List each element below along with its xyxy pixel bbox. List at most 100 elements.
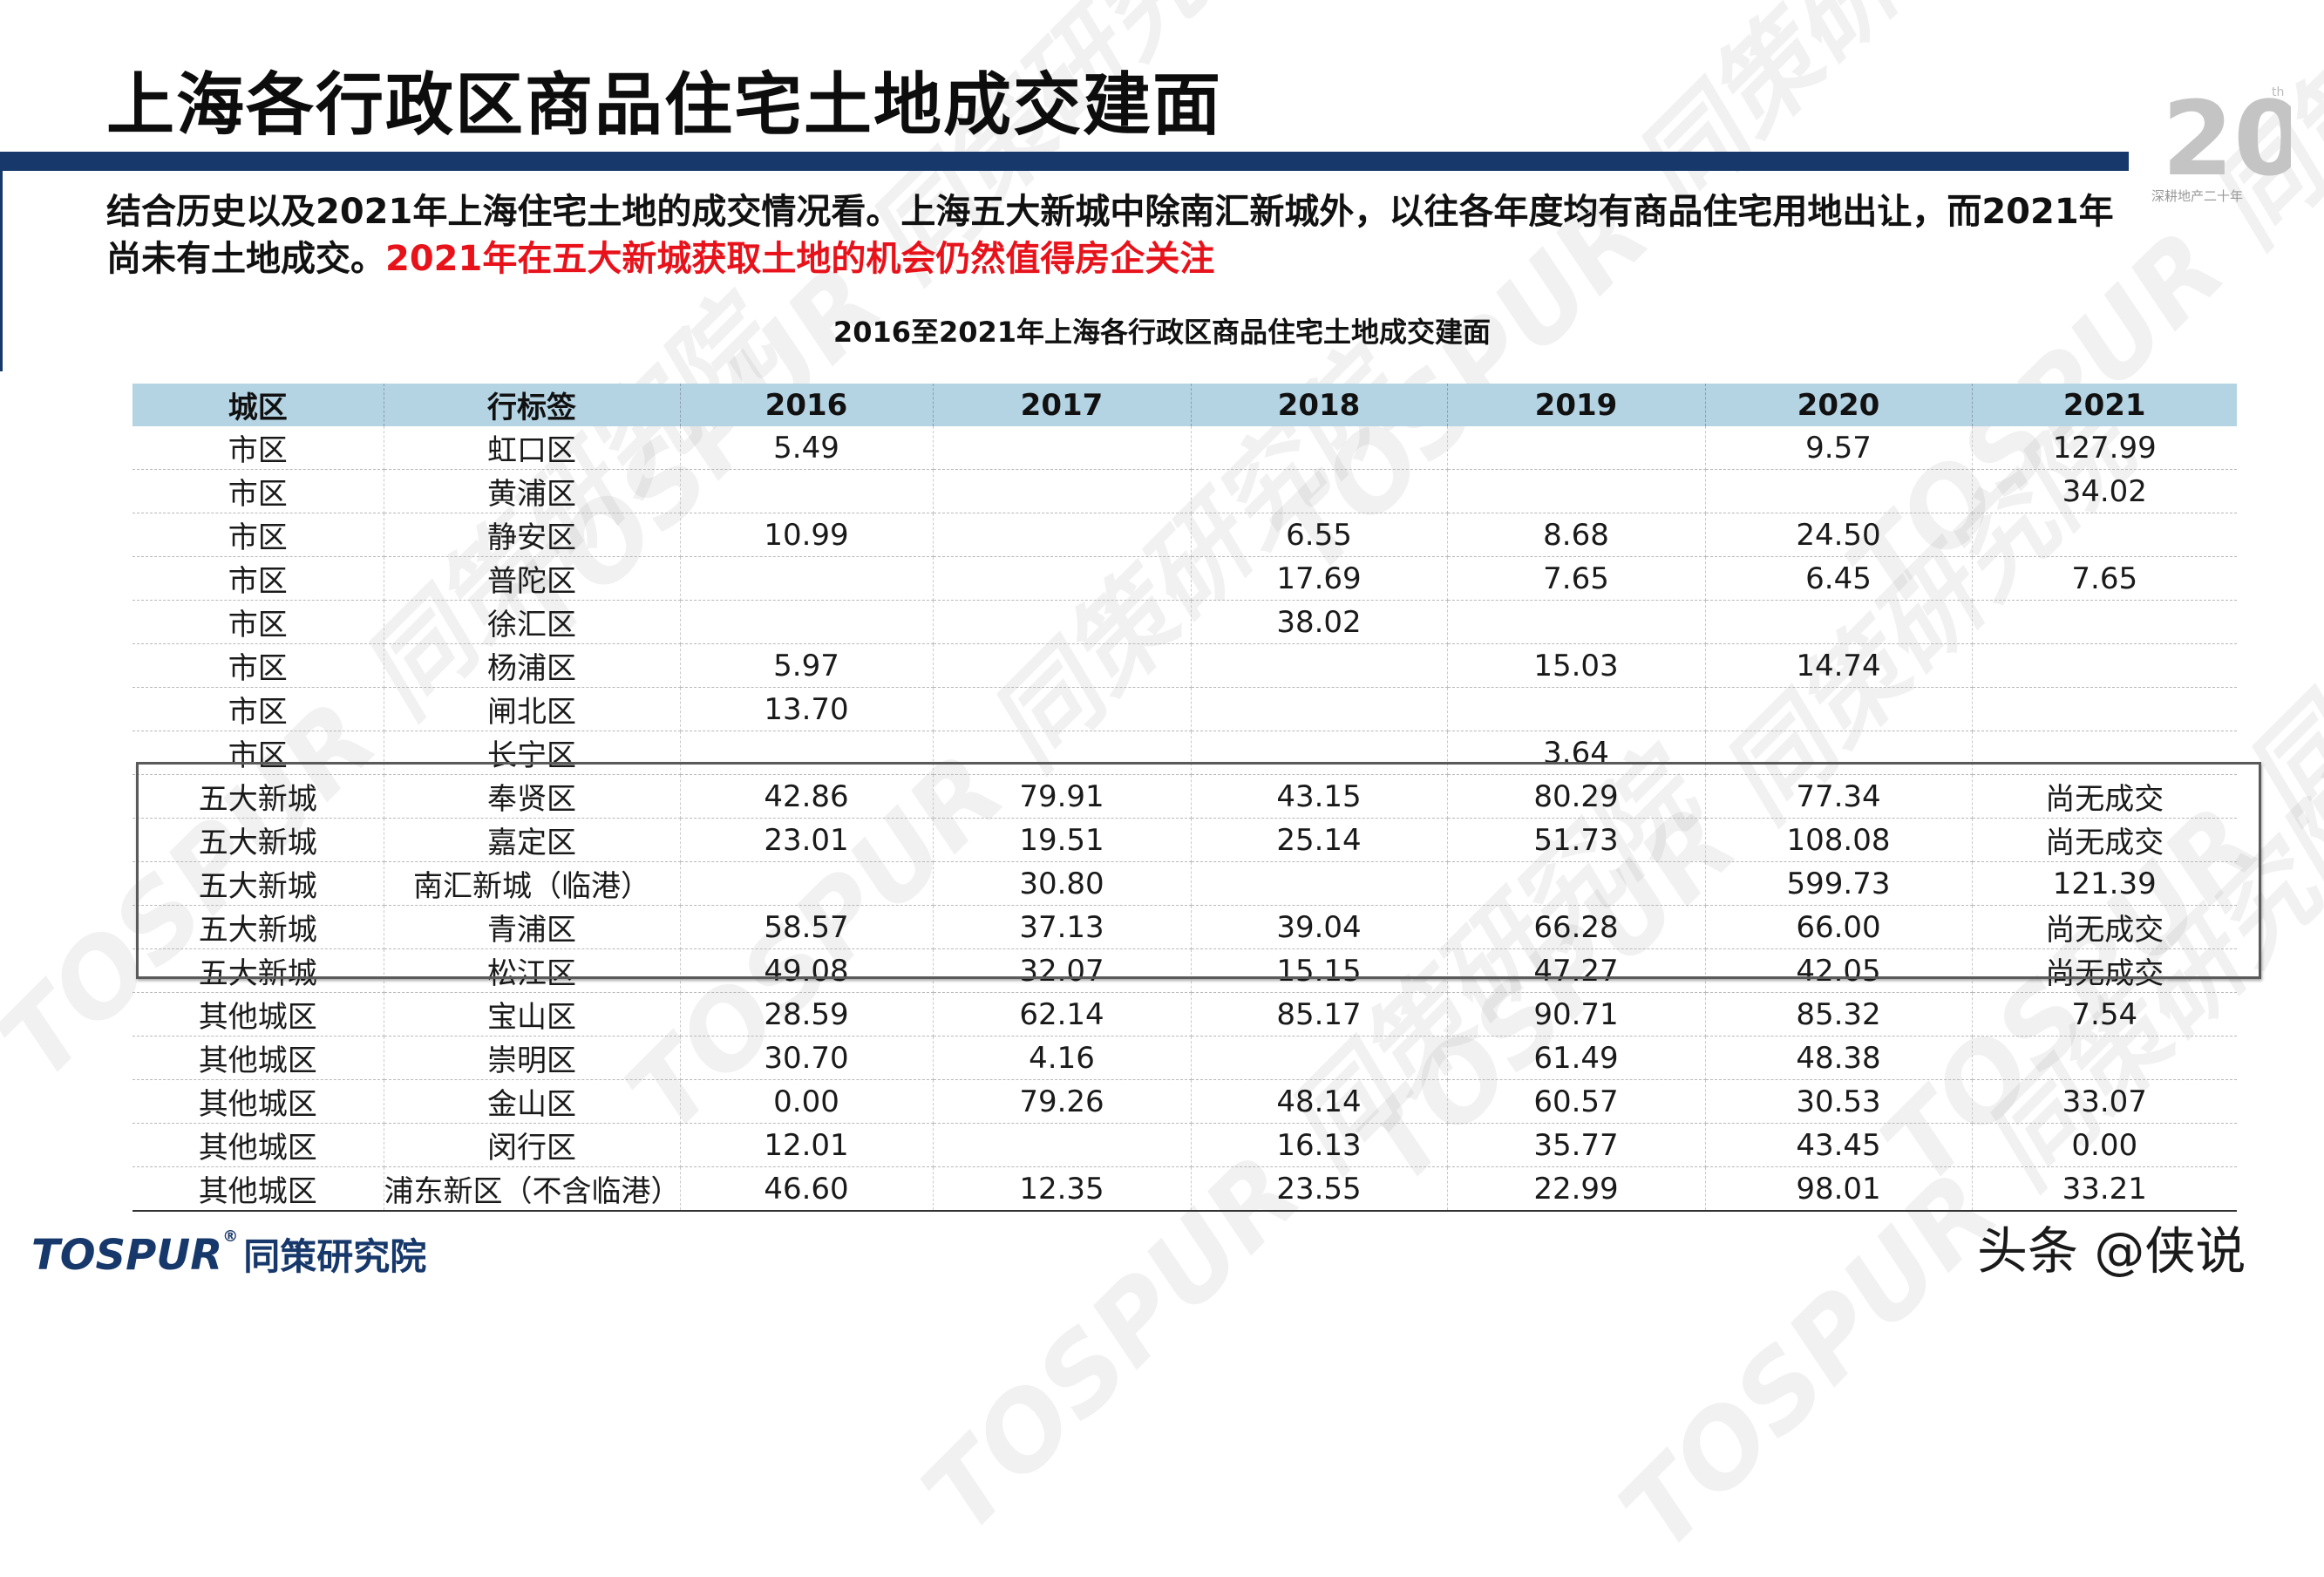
table-cell: 闵行区 [384,1123,681,1167]
table-cell [1972,513,2237,557]
anniversary-number: 20 [2162,78,2291,199]
table-cell: 5.49 [680,426,934,470]
table-cell [1191,1036,1448,1080]
table-cell [933,469,1192,513]
table-cell: 23.55 [1191,1166,1448,1212]
tospur-logo: TOSPUR® 同策研究院 [31,1227,426,1281]
table-cell [1191,426,1448,470]
table-cell [933,426,1192,470]
land-transaction-table: 城区 行标签 2016 2017 2018 2019 2020 2021 市区虹… [133,384,2237,1212]
table-cell [933,513,1192,557]
page-title: 上海各行政区商品住宅土地成交建面 [106,66,1223,145]
table-cell [1972,731,2237,775]
table-cell: 121.39 [1972,861,2237,906]
table-cell [1972,600,2237,644]
table-row: 其他城区 闵行区 12.01 16.13 35.77 43.45 0.00 [133,1123,2237,1167]
table-cell [1705,600,1973,644]
table-cell: 8.68 [1447,513,1706,557]
table-row: 市区 闸北区 13.70 [133,687,2237,731]
table-cell: 33.21 [1972,1166,2237,1212]
table-cell [933,1123,1192,1167]
table-cell [1705,469,1973,513]
table-row: 市区 普陀区 17.69 7.65 6.45 7.65 [133,556,2237,601]
table-cell: 长宁区 [384,731,681,775]
table-cell [933,687,1192,731]
table-cell: 其他城区 [133,1036,384,1080]
table-cell [680,600,934,644]
table-row: 五大新城 松江区 49.08 32.07 15.15 47.27 42.05 尚无成交 [133,948,2237,993]
table-cell: 市区 [133,731,384,775]
table-cell [680,731,934,775]
table-cell: 12.35 [933,1166,1192,1212]
table-title: 2016至2021年上海各行政区商品住宅土地成交建面 [832,316,1492,349]
column-header: 2020 [1705,384,1973,426]
table-cell: 浦东新区（不含临港） [384,1166,681,1212]
table-cell: 51.73 [1447,818,1706,862]
table-row: 其他城区 崇明区 30.70 4.16 61.49 48.38 [133,1036,2237,1080]
table-cell: 38.02 [1191,600,1448,644]
table-cell: 13.70 [680,687,934,731]
table-row: 其他城区 宝山区 28.59 62.14 85.17 90.71 85.32 7.54 [133,992,2237,1037]
table-cell [1447,861,1706,906]
table-row: 市区 虹口区 5.49 9.57 127.99 [133,426,2237,470]
table-cell: 宝山区 [384,992,681,1037]
table-cell: 其他城区 [133,1079,384,1124]
anniversary-caption: 深耕地产二十年 [2151,188,2244,204]
table-cell: 43.15 [1191,774,1448,819]
intro-paragraph: 结合历史以及2021年上海住宅土地的成交情况看。上海五大新城中除南汇新城外，以往… [106,188,2129,282]
table-cell: 37.13 [933,905,1192,949]
table-cell: 46.60 [680,1166,934,1212]
table-cell: 嘉定区 [384,818,681,862]
table-cell: 48.38 [1705,1036,1973,1080]
table-cell [1447,469,1706,513]
table-cell [1705,687,1973,731]
table-cell: 南汇新城（临港） [384,861,681,906]
table-cell [1191,731,1448,775]
table-cell: 98.01 [1705,1166,1973,1212]
table-cell: 85.17 [1191,992,1448,1037]
table-cell: 47.27 [1447,948,1706,993]
intro-text: 结合历史以及2021年上海住宅土地的成交情况看。上海五大新城中除南汇新城外，以往… [106,192,2114,279]
table-cell: 市区 [133,643,384,688]
table-cell: 25.14 [1191,818,1448,862]
table-cell: 49.08 [680,948,934,993]
table-cell: 9.57 [1705,426,1973,470]
table-cell: 77.34 [1705,774,1973,819]
brand-registered-mark: ® [222,1227,239,1246]
table-row: 其他城区 浦东新区（不含临港） 46.60 12.35 23.55 22.99 98.01 3… [133,1166,2237,1212]
table-cell: 五大新城 [133,818,384,862]
table-cell: 43.45 [1705,1123,1973,1167]
table-cell [1705,731,1973,775]
table-cell: 66.00 [1705,905,1973,949]
table-cell: 79.26 [933,1079,1192,1124]
table-row: 五大新城 南汇新城（临港） 30.80 599.73 121.39 [133,861,2237,906]
table-cell [1972,1036,2237,1080]
table-cell: 23.01 [680,818,934,862]
column-header: 2017 [933,384,1192,426]
table-cell [933,731,1192,775]
table-cell [1191,687,1448,731]
table-cell: 4.16 [933,1036,1192,1080]
table-cell: 市区 [133,556,384,601]
table-cell: 90.71 [1447,992,1706,1037]
table-cell: 市区 [133,600,384,644]
column-header: 城区 [133,384,384,426]
table-cell: 6.55 [1191,513,1448,557]
table-row: 市区 黄浦区 34.02 [133,469,2237,513]
table-cell [933,600,1192,644]
table-cell: 79.91 [933,774,1192,819]
table-cell: 48.14 [1191,1079,1448,1124]
source-attribution: 头条 @侠说 [1977,1221,2246,1281]
table-cell: 80.29 [1447,774,1706,819]
table-cell: 市区 [133,513,384,557]
table-cell [680,556,934,601]
table-cell: 42.05 [1705,948,1973,993]
table-cell [1447,687,1706,731]
table-cell [1972,643,2237,688]
table-cell: 五大新城 [133,861,384,906]
table-cell [933,643,1192,688]
table-cell: 61.49 [1447,1036,1706,1080]
table-cell: 崇明区 [384,1036,681,1080]
table-cell: 其他城区 [133,1123,384,1167]
table-cell: 徐汇区 [384,600,681,644]
